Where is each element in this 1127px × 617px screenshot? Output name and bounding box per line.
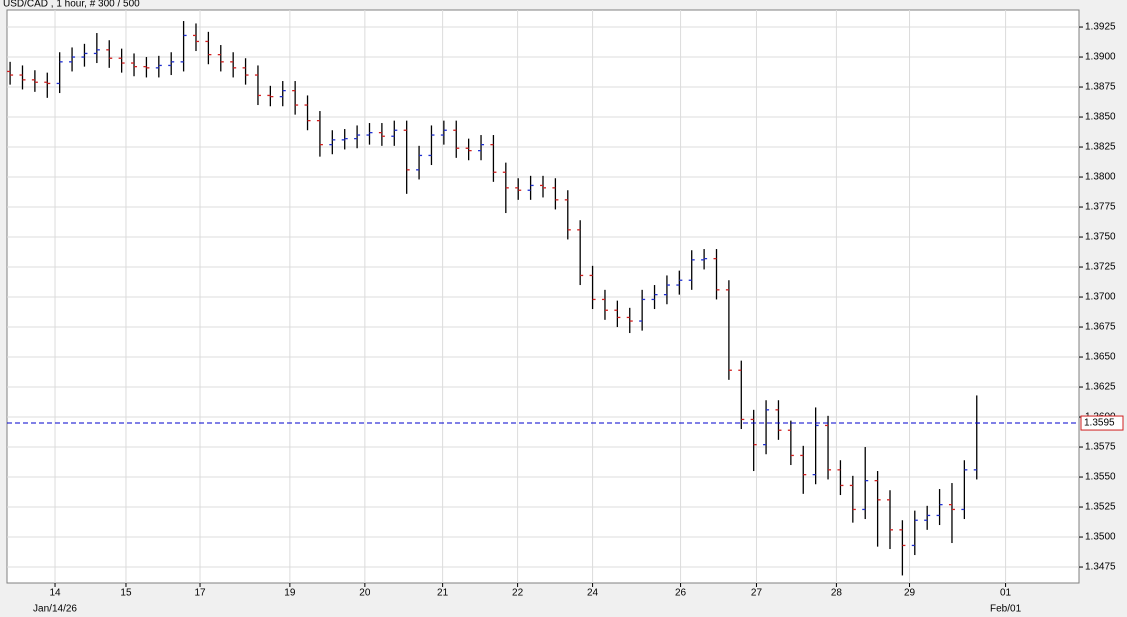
y-tick-label: 1.3850 xyxy=(1085,112,1116,123)
y-tick-label: 1.3550 xyxy=(1085,472,1116,483)
y-tick-label: 1.3925 xyxy=(1085,22,1116,33)
x-tick-label: 26 xyxy=(675,588,687,599)
y-tick-label: 1.3750 xyxy=(1085,232,1116,243)
x-tick-label: 21 xyxy=(437,588,449,599)
y-tick-label: 1.3900 xyxy=(1085,52,1116,63)
y-tick-label: 1.3725 xyxy=(1085,262,1116,273)
x-tick-label: 14 xyxy=(49,588,61,599)
date-label: Feb/01 xyxy=(990,604,1022,615)
x-tick-label: 27 xyxy=(751,588,763,599)
x-tick-label: 15 xyxy=(120,588,132,599)
y-tick-label: 1.3525 xyxy=(1085,502,1116,513)
chart-title: USD/CAD , 1 hour, # 300 / 500 xyxy=(3,0,140,10)
x-tick-label: 29 xyxy=(904,588,916,599)
y-tick-label: 1.3825 xyxy=(1085,142,1116,153)
y-tick-label: 1.3475 xyxy=(1085,562,1116,573)
plot-area xyxy=(6,9,1080,584)
x-tick-label: 19 xyxy=(284,588,296,599)
y-tick-label: 1.3575 xyxy=(1085,442,1116,453)
last-price-box xyxy=(1080,415,1124,431)
x-tick-label: 20 xyxy=(359,588,371,599)
last-price-label: 1.3595 xyxy=(1084,418,1115,429)
x-tick-label: 28 xyxy=(831,588,843,599)
y-tick-label: 1.3700 xyxy=(1085,292,1116,303)
date-label: Jan/14/26 xyxy=(33,604,77,615)
x-tick-label: 01 xyxy=(1000,588,1012,599)
y-tick-label: 1.3650 xyxy=(1085,352,1116,363)
x-tick-label: 22 xyxy=(512,588,524,599)
y-tick-label: 1.3775 xyxy=(1085,202,1116,213)
y-tick-label: 1.3625 xyxy=(1085,382,1116,393)
y-tick-label: 1.3800 xyxy=(1085,172,1116,183)
x-tick-label: 24 xyxy=(587,588,599,599)
y-tick-label: 1.3500 xyxy=(1085,532,1116,543)
x-tick-label: 17 xyxy=(194,588,206,599)
y-tick-label: 1.3675 xyxy=(1085,322,1116,333)
y-tick-label: 1.3875 xyxy=(1085,82,1116,93)
